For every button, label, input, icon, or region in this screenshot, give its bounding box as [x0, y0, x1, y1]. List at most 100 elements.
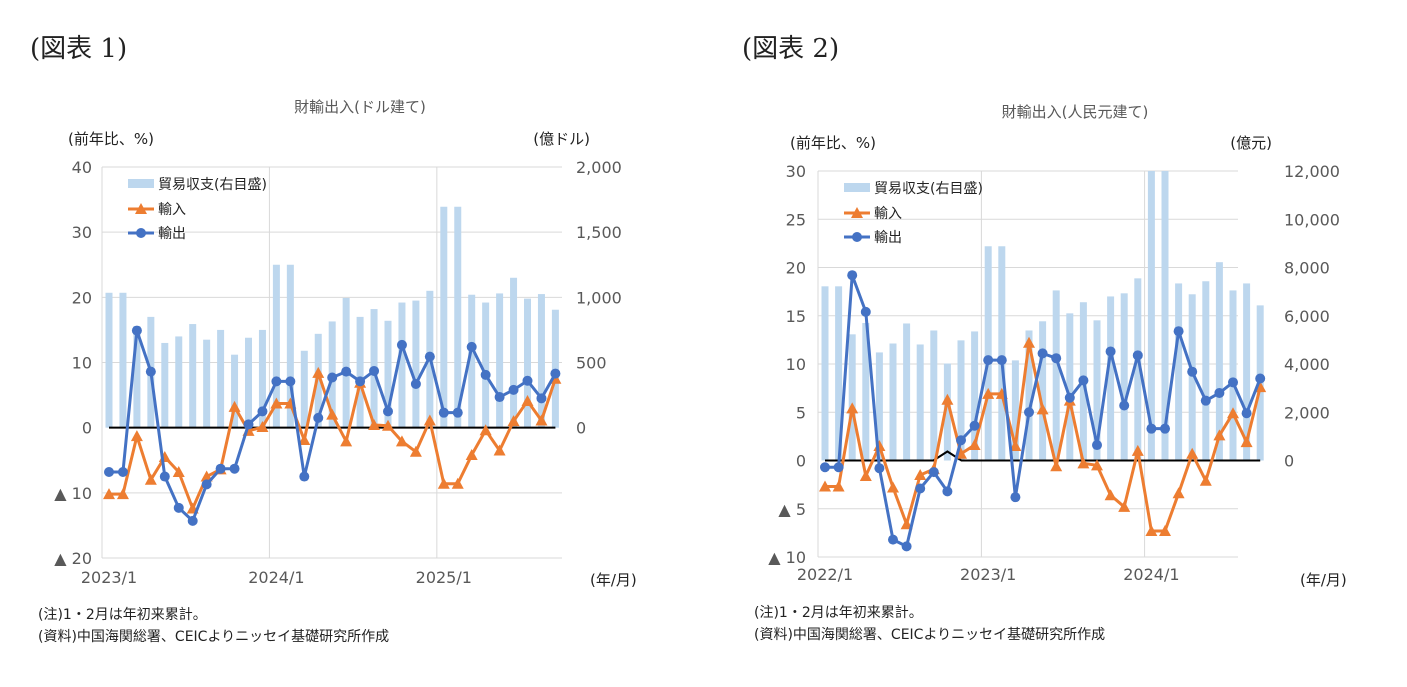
chart-2-imports-marker [887, 481, 899, 493]
chart-2-exports-marker [847, 270, 858, 281]
chart-1-exports-marker [257, 406, 268, 417]
chart-2-balance-bar [1215, 262, 1223, 461]
chart-2-exports-marker [915, 483, 926, 494]
chart-1-exports-marker [522, 375, 533, 386]
chart-2-legend-imports-marker [851, 207, 863, 218]
chart-2-balance-bar [1229, 290, 1237, 461]
chart-2-exports-marker [996, 355, 1007, 366]
chart-2-y-tick-left: ▲ 5 [778, 500, 806, 519]
chart-2-y-tick-left: 25 [786, 210, 806, 229]
chart-2-exports-marker [1160, 423, 1170, 434]
chart-1-balance-bar [105, 292, 113, 428]
chart-2-imports-marker [1050, 460, 1063, 472]
chart-2-balance-bar [1134, 278, 1142, 461]
chart-1-y-tick-left: 30 [72, 223, 92, 242]
chart-2-exports-marker [1200, 395, 1211, 406]
chart-1-exports-marker [173, 502, 184, 513]
chart-2-exports-marker [1255, 373, 1266, 384]
chart-1-exports-marker [452, 407, 463, 418]
chart-1-balance-bar [510, 277, 518, 428]
chart-2-exports-marker [1132, 350, 1143, 361]
chart-1-balance-bar [272, 264, 280, 428]
chart-2-balance-bar [957, 340, 965, 461]
chart-1-balance-bar [412, 300, 420, 428]
chart-2-imports-marker [873, 440, 886, 452]
chart-1-imports-marker [507, 415, 520, 427]
chart-1-imports-marker [451, 477, 464, 489]
chart-1-exports-marker [410, 379, 421, 390]
chart-1-legend-imports-marker [135, 203, 147, 214]
chart-1-balance-bar [356, 316, 364, 428]
chart-2-exports-marker [1146, 423, 1157, 434]
chart-2-exports-marker [860, 306, 871, 317]
chart-2-exports-marker [1078, 375, 1089, 386]
chart-1-imports-marker [493, 444, 506, 456]
chart-1-y-tick-right: 1,000 [576, 288, 622, 307]
chart-1-imports-marker [479, 424, 492, 436]
chart-1-exports-marker [341, 366, 352, 377]
chart-1-y-tick-left: ▲ 10 [54, 484, 92, 503]
chart-2-balance-bar [889, 343, 897, 461]
chart-2-imports-marker [968, 439, 981, 451]
chart-2-imports-marker [1240, 436, 1253, 448]
chart-2-imports-marker [1227, 407, 1239, 419]
chart-1-exports-marker [159, 471, 170, 482]
chart-2-balance-bar [862, 322, 870, 461]
chart-1-x-tick: 2023/1 [81, 568, 137, 587]
chart-1-exports-marker [201, 479, 212, 490]
chart-2-imports-marker [1036, 403, 1049, 415]
chart-2-x-tick: 2022/1 [797, 565, 853, 584]
chart-2-exports-marker [833, 462, 844, 473]
chart-1-imports-marker [130, 430, 143, 442]
chart-2-exports-marker [1241, 408, 1252, 419]
chart-2-exports-marker [1228, 377, 1238, 388]
chart-1-imports-marker [535, 414, 548, 426]
chart-2-imports-marker [1131, 444, 1144, 456]
chart-1-exports-marker [369, 365, 380, 376]
chart-1-exports-marker [480, 369, 491, 380]
chart-1-balance-bar [537, 294, 545, 428]
chart-1-left-axis-label: (前年比、%) [68, 130, 154, 148]
chart-2-exports-marker [888, 534, 898, 545]
chart-2-imports-marker [1118, 500, 1131, 512]
chart-1-balance-bar [440, 206, 448, 428]
chart-2-y-tick-left: 0 [796, 452, 806, 471]
chart-2-exports-marker [1092, 440, 1102, 451]
chart-2-balance-bar [930, 330, 938, 461]
chart-2-y-tick-right: 10,000 [1284, 210, 1340, 229]
chart-2-imports-marker [982, 387, 995, 399]
chart-1-legend-exports-label: 輸出 [158, 226, 186, 242]
chart-2-imports-marker [900, 518, 913, 530]
chart-2-exports-marker [969, 420, 980, 431]
chart-1-balance-bar [398, 302, 406, 428]
chart-2-balance-bar [1202, 281, 1210, 461]
chart-2-exports-marker [1214, 387, 1225, 398]
chart-2-exports-marker [942, 486, 953, 497]
figure-2-notes: (注)1・2月は年初来累計。 (資料)中国海関総署、CEICよりニッセイ基礎研究… [754, 602, 1105, 646]
chart-1-imports-marker [409, 445, 422, 457]
chart-2-y-tick-left: 10 [786, 355, 806, 374]
chart-2-y-tick-right: 2,000 [1284, 403, 1330, 422]
chart-2-balance-bar [1175, 283, 1183, 461]
chart-2-y-tick-right: 0 [1284, 452, 1294, 471]
chart-2-balance-bar [821, 286, 829, 461]
chart-2-imports-marker [1199, 474, 1212, 486]
chart-1-exports-marker [313, 412, 324, 423]
chart-1-imports-marker [144, 473, 157, 485]
chart-2-y-tick-left: ▲ 10 [768, 548, 806, 567]
chart-1-balance-bar [384, 320, 392, 428]
chart-1-imports-marker [172, 465, 185, 477]
chart-1-balance-bar [482, 302, 490, 428]
chart-2-exports-marker [1064, 392, 1075, 403]
chart-2-exports-marker [1051, 353, 1062, 364]
chart-2-left-axis-label: (前年比、%) [790, 134, 876, 152]
figure-2-source: (資料)中国海関総署、CEICよりニッセイ基礎研究所作成 [754, 627, 1106, 643]
chart-2-balance-bar [848, 334, 856, 461]
chart-2-exports-marker [928, 467, 939, 478]
chart-2-balance-bar [943, 363, 951, 461]
chart-1-exports-marker [271, 376, 282, 387]
chart-1-exports-marker [117, 466, 128, 477]
chart-2-balance-bar [1093, 320, 1101, 461]
chart-2-imports-marker [1145, 524, 1158, 536]
chart-1-balance-bar [175, 336, 183, 428]
